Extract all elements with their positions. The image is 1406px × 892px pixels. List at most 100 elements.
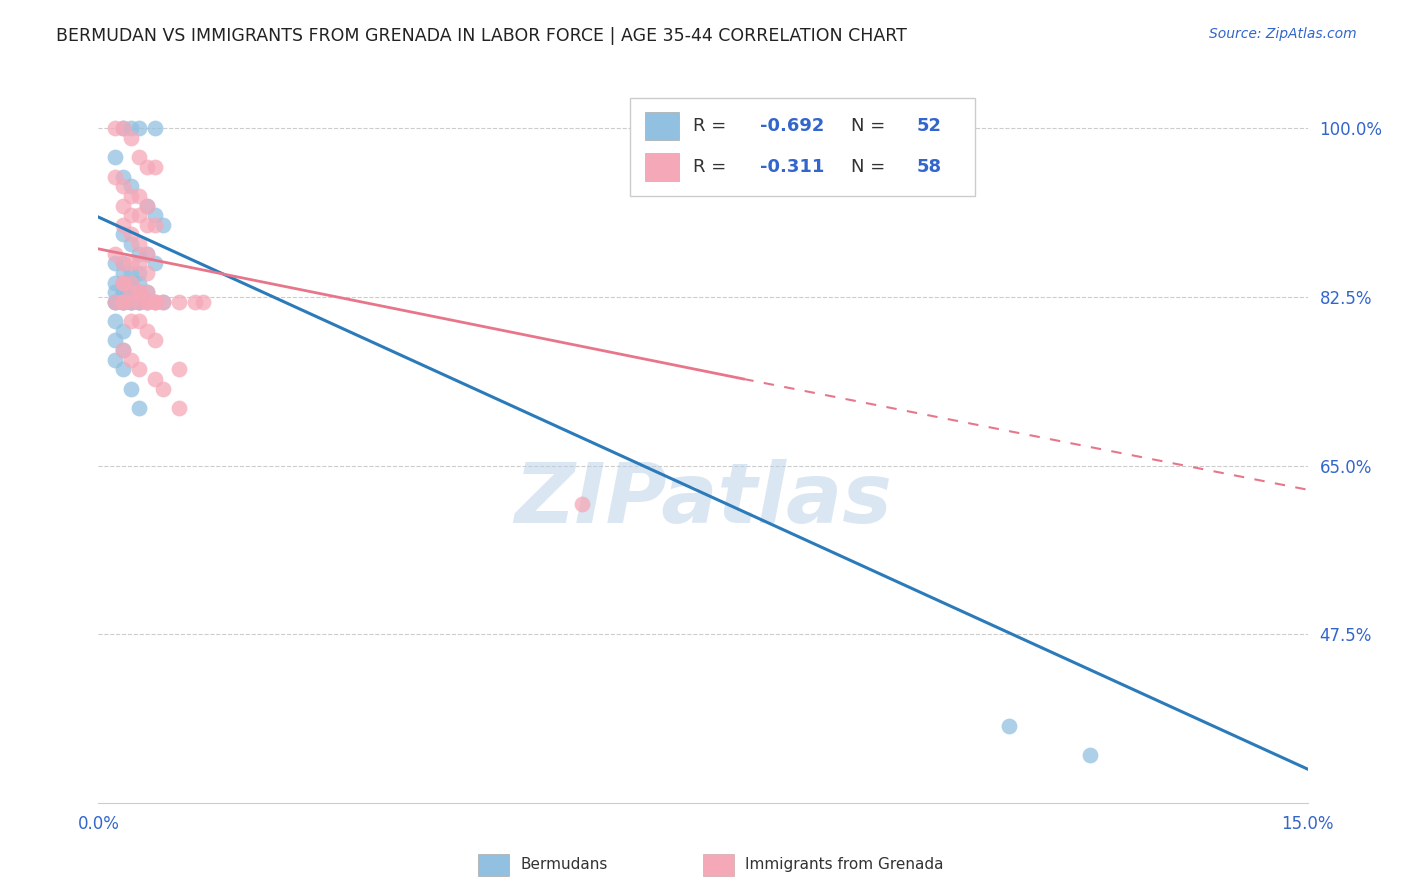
Point (111, 294, 134, 309)
Point (103, 294, 125, 309)
Point (111, 276, 134, 290)
Point (135, 285, 157, 300)
Point (111, 121, 134, 136)
Point (103, 276, 125, 290)
FancyBboxPatch shape (645, 153, 679, 181)
Point (111, 256, 134, 270)
Point (1078, 747, 1101, 762)
Text: Bermudans: Bermudans (520, 857, 607, 872)
Point (111, 169, 134, 184)
Point (120, 276, 142, 290)
Point (120, 266, 142, 280)
Point (143, 218, 166, 232)
Point (111, 266, 134, 280)
Point (111, 227, 134, 242)
Point (103, 121, 125, 136)
Point (128, 294, 150, 309)
Point (128, 237, 150, 252)
Point (120, 352, 142, 367)
Point (103, 294, 125, 309)
Point (571, 497, 593, 511)
Point (128, 208, 150, 222)
Text: -0.311: -0.311 (759, 158, 824, 176)
Point (135, 246, 157, 260)
Text: Immigrants from Grenada: Immigrants from Grenada (745, 857, 943, 872)
Point (143, 334, 166, 348)
Text: R =: R = (693, 117, 733, 135)
Point (143, 372, 166, 386)
Text: N =: N = (851, 158, 890, 176)
Point (135, 285, 157, 300)
Point (128, 121, 150, 136)
Text: Source: ZipAtlas.com: Source: ZipAtlas.com (1209, 27, 1357, 41)
Point (143, 294, 166, 309)
Point (103, 246, 125, 260)
Point (120, 256, 142, 270)
Point (111, 179, 134, 194)
Point (184, 294, 207, 309)
Point (135, 160, 157, 174)
Point (120, 294, 142, 309)
Point (128, 150, 150, 164)
Point (120, 227, 142, 242)
Point (120, 285, 142, 300)
Point (152, 294, 174, 309)
Point (128, 256, 150, 270)
Point (128, 276, 150, 290)
Point (103, 150, 125, 164)
Point (128, 189, 150, 203)
Point (120, 276, 142, 290)
Point (193, 294, 215, 309)
Point (111, 256, 134, 270)
Point (998, 719, 1021, 733)
Point (103, 314, 125, 328)
Point (143, 294, 166, 309)
Point (111, 294, 134, 309)
Point (103, 334, 125, 348)
Point (111, 285, 134, 300)
FancyBboxPatch shape (703, 854, 734, 876)
FancyBboxPatch shape (478, 854, 509, 876)
Point (111, 198, 134, 212)
Point (128, 285, 150, 300)
Point (167, 294, 190, 309)
Text: -0.692: -0.692 (759, 117, 824, 135)
Point (103, 169, 125, 184)
Point (103, 256, 125, 270)
Point (128, 266, 150, 280)
Point (120, 285, 142, 300)
Point (135, 198, 157, 212)
Point (111, 343, 134, 357)
Point (120, 179, 142, 194)
FancyBboxPatch shape (630, 98, 976, 196)
Point (111, 294, 134, 309)
Point (143, 160, 166, 174)
Text: R =: R = (693, 158, 733, 176)
Point (152, 294, 174, 309)
Text: ZIPatlas: ZIPatlas (515, 458, 891, 540)
Point (120, 294, 142, 309)
Point (135, 294, 157, 309)
Point (128, 314, 150, 328)
Point (111, 362, 134, 376)
Point (135, 324, 157, 338)
Point (135, 198, 157, 212)
Text: N =: N = (851, 117, 890, 135)
Point (135, 266, 157, 280)
Point (135, 294, 157, 309)
Point (120, 237, 142, 252)
Text: 52: 52 (917, 117, 942, 135)
Point (135, 246, 157, 260)
Point (167, 401, 190, 415)
Point (128, 285, 150, 300)
Point (128, 362, 150, 376)
Point (120, 294, 142, 309)
Point (143, 256, 166, 270)
Point (103, 294, 125, 309)
Point (128, 285, 150, 300)
Point (143, 208, 166, 222)
Point (120, 382, 142, 396)
Point (111, 324, 134, 338)
Point (135, 294, 157, 309)
Point (120, 314, 142, 328)
